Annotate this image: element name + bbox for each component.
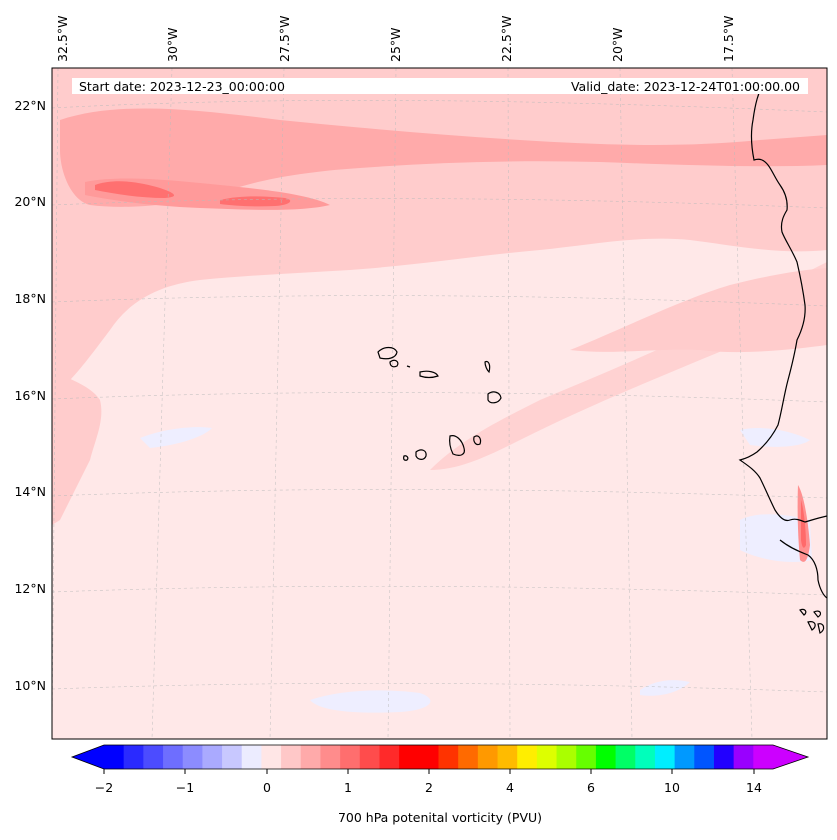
colorbar-cell [143, 745, 164, 769]
colorbar-cell [281, 745, 302, 769]
colorbar-cell [340, 745, 361, 769]
colorbar-cell [399, 745, 420, 769]
lat-label: 14°N [14, 484, 46, 499]
colorbar-tick-label: 6 [587, 780, 595, 795]
pv-band-islands [430, 262, 827, 470]
date-label-box [72, 78, 808, 94]
pv-band-mid [60, 108, 827, 207]
colorbar-cell [300, 745, 321, 769]
colorbar-cell [104, 745, 125, 769]
island-brava [403, 455, 409, 461]
lat-label: 18°N [14, 291, 46, 306]
africa-coastline-south [779, 539, 827, 599]
lat-labels: 22°N 20°N 18°N 16°N 14°N 12°N 10°N [14, 98, 46, 693]
colorbar-cell [123, 745, 144, 769]
pv-coastal-streak-core [801, 500, 806, 548]
island-boa-vista [487, 391, 502, 404]
colorbar-cell [654, 745, 676, 769]
colorbar-tick-label: −2 [95, 780, 113, 795]
valid-date-label: Valid_date: 2023-12-24T01:00:00.00 [571, 79, 800, 94]
pv-neg-patch-5 [740, 514, 812, 562]
island-santiago [449, 435, 465, 456]
lon-label: 17.5°W [721, 16, 736, 62]
colorbar-cell [182, 745, 203, 769]
colorbar-tick-label: −1 [176, 780, 194, 795]
colorbar-cell [477, 745, 499, 769]
colorbar-cell [222, 745, 243, 769]
colorbar-tick-label: 4 [506, 780, 514, 795]
coastline [377, 79, 827, 634]
colorbar-cell [753, 745, 774, 769]
pv-band-west [52, 370, 102, 525]
colorbar-label: 700 hPa potenital vorticity (PVU) [338, 810, 542, 825]
lon-labels: 32.5°W 30°W 27.5°W 25°W 22.5°W 20°W 17.5… [55, 16, 736, 62]
colorbar-cell [576, 745, 597, 769]
colorbar-cell [320, 745, 341, 769]
lon-label: 22.5°W [499, 16, 514, 62]
colorbar-cell [713, 745, 735, 769]
island-maio [473, 435, 482, 446]
colorbar-cell [694, 745, 715, 769]
island-sal [484, 360, 491, 374]
colorbar: −2 −1 0 1 2 4 6 10 14 700 hPa potenital … [70, 744, 810, 825]
pv-streak-core-2 [220, 196, 291, 207]
pv-field [52, 68, 827, 739]
colorbar-cell [359, 745, 380, 769]
pv-neg-patch-2 [310, 690, 431, 713]
gridlines [52, 68, 827, 739]
colorbar-cells [104, 745, 774, 769]
colorbar-extend-high [773, 745, 808, 769]
colorbar-cell [615, 745, 636, 769]
colorbar-cell [635, 745, 656, 769]
start-date-label: Start date: 2023-12-23_00:00:00 [79, 79, 285, 94]
lon-label: 27.5°W [277, 16, 292, 62]
island-sao-vicente [389, 359, 399, 368]
colorbar-cell [536, 745, 558, 769]
lon-label: 25°W [388, 27, 403, 62]
colorbar-cell [261, 745, 282, 769]
colorbar-ticks: −2 −1 0 1 2 4 6 10 14 [95, 769, 762, 795]
colorbar-cell [202, 745, 223, 769]
colorbar-tick-label: 1 [344, 780, 352, 795]
colorbar-cell [163, 745, 184, 769]
lat-label: 16°N [14, 388, 46, 403]
island-sao-nicolau [419, 370, 439, 379]
colorbar-cell [379, 745, 400, 769]
lat-label: 12°N [14, 581, 46, 596]
colorbar-tick-label: 2 [425, 780, 433, 795]
lat-label: 10°N [14, 678, 46, 693]
colorbar-cell [458, 745, 479, 769]
map-frame [51, 67, 828, 740]
lon-label: 32.5°W [55, 16, 70, 62]
lon-label: 30°W [165, 27, 180, 62]
lon-label: 20°W [610, 27, 625, 62]
colorbar-extend-low [72, 745, 104, 769]
colorbar-cell [556, 745, 577, 769]
colorbar-cell [733, 745, 754, 769]
island-santo-antao [377, 346, 398, 360]
colorbar-cell [674, 745, 695, 769]
pv-band-coast [570, 268, 827, 353]
colorbar-tick-label: 10 [664, 780, 680, 795]
colorbar-cell [241, 745, 262, 769]
colorbar-cell [418, 745, 439, 769]
colorbar-cell [438, 745, 459, 769]
colorbar-tick-label: 14 [746, 780, 762, 795]
colorbar-cell [595, 745, 617, 769]
island-fogo [415, 449, 427, 460]
bijagos-islands [799, 608, 825, 634]
colorbar-cell [517, 745, 538, 769]
colorbar-cell [497, 745, 518, 769]
pv-neg-patch-3 [640, 680, 690, 696]
pv-neg-patch-1 [140, 427, 212, 448]
lat-label: 22°N [14, 98, 46, 113]
pv-neg-patch-4 [740, 428, 810, 447]
islet [406, 365, 411, 368]
lat-label: 20°N [14, 194, 46, 209]
pv-streak-core-1 [95, 181, 175, 198]
africa-coastline [738, 79, 827, 523]
colorbar-tick-label: 0 [263, 780, 271, 795]
